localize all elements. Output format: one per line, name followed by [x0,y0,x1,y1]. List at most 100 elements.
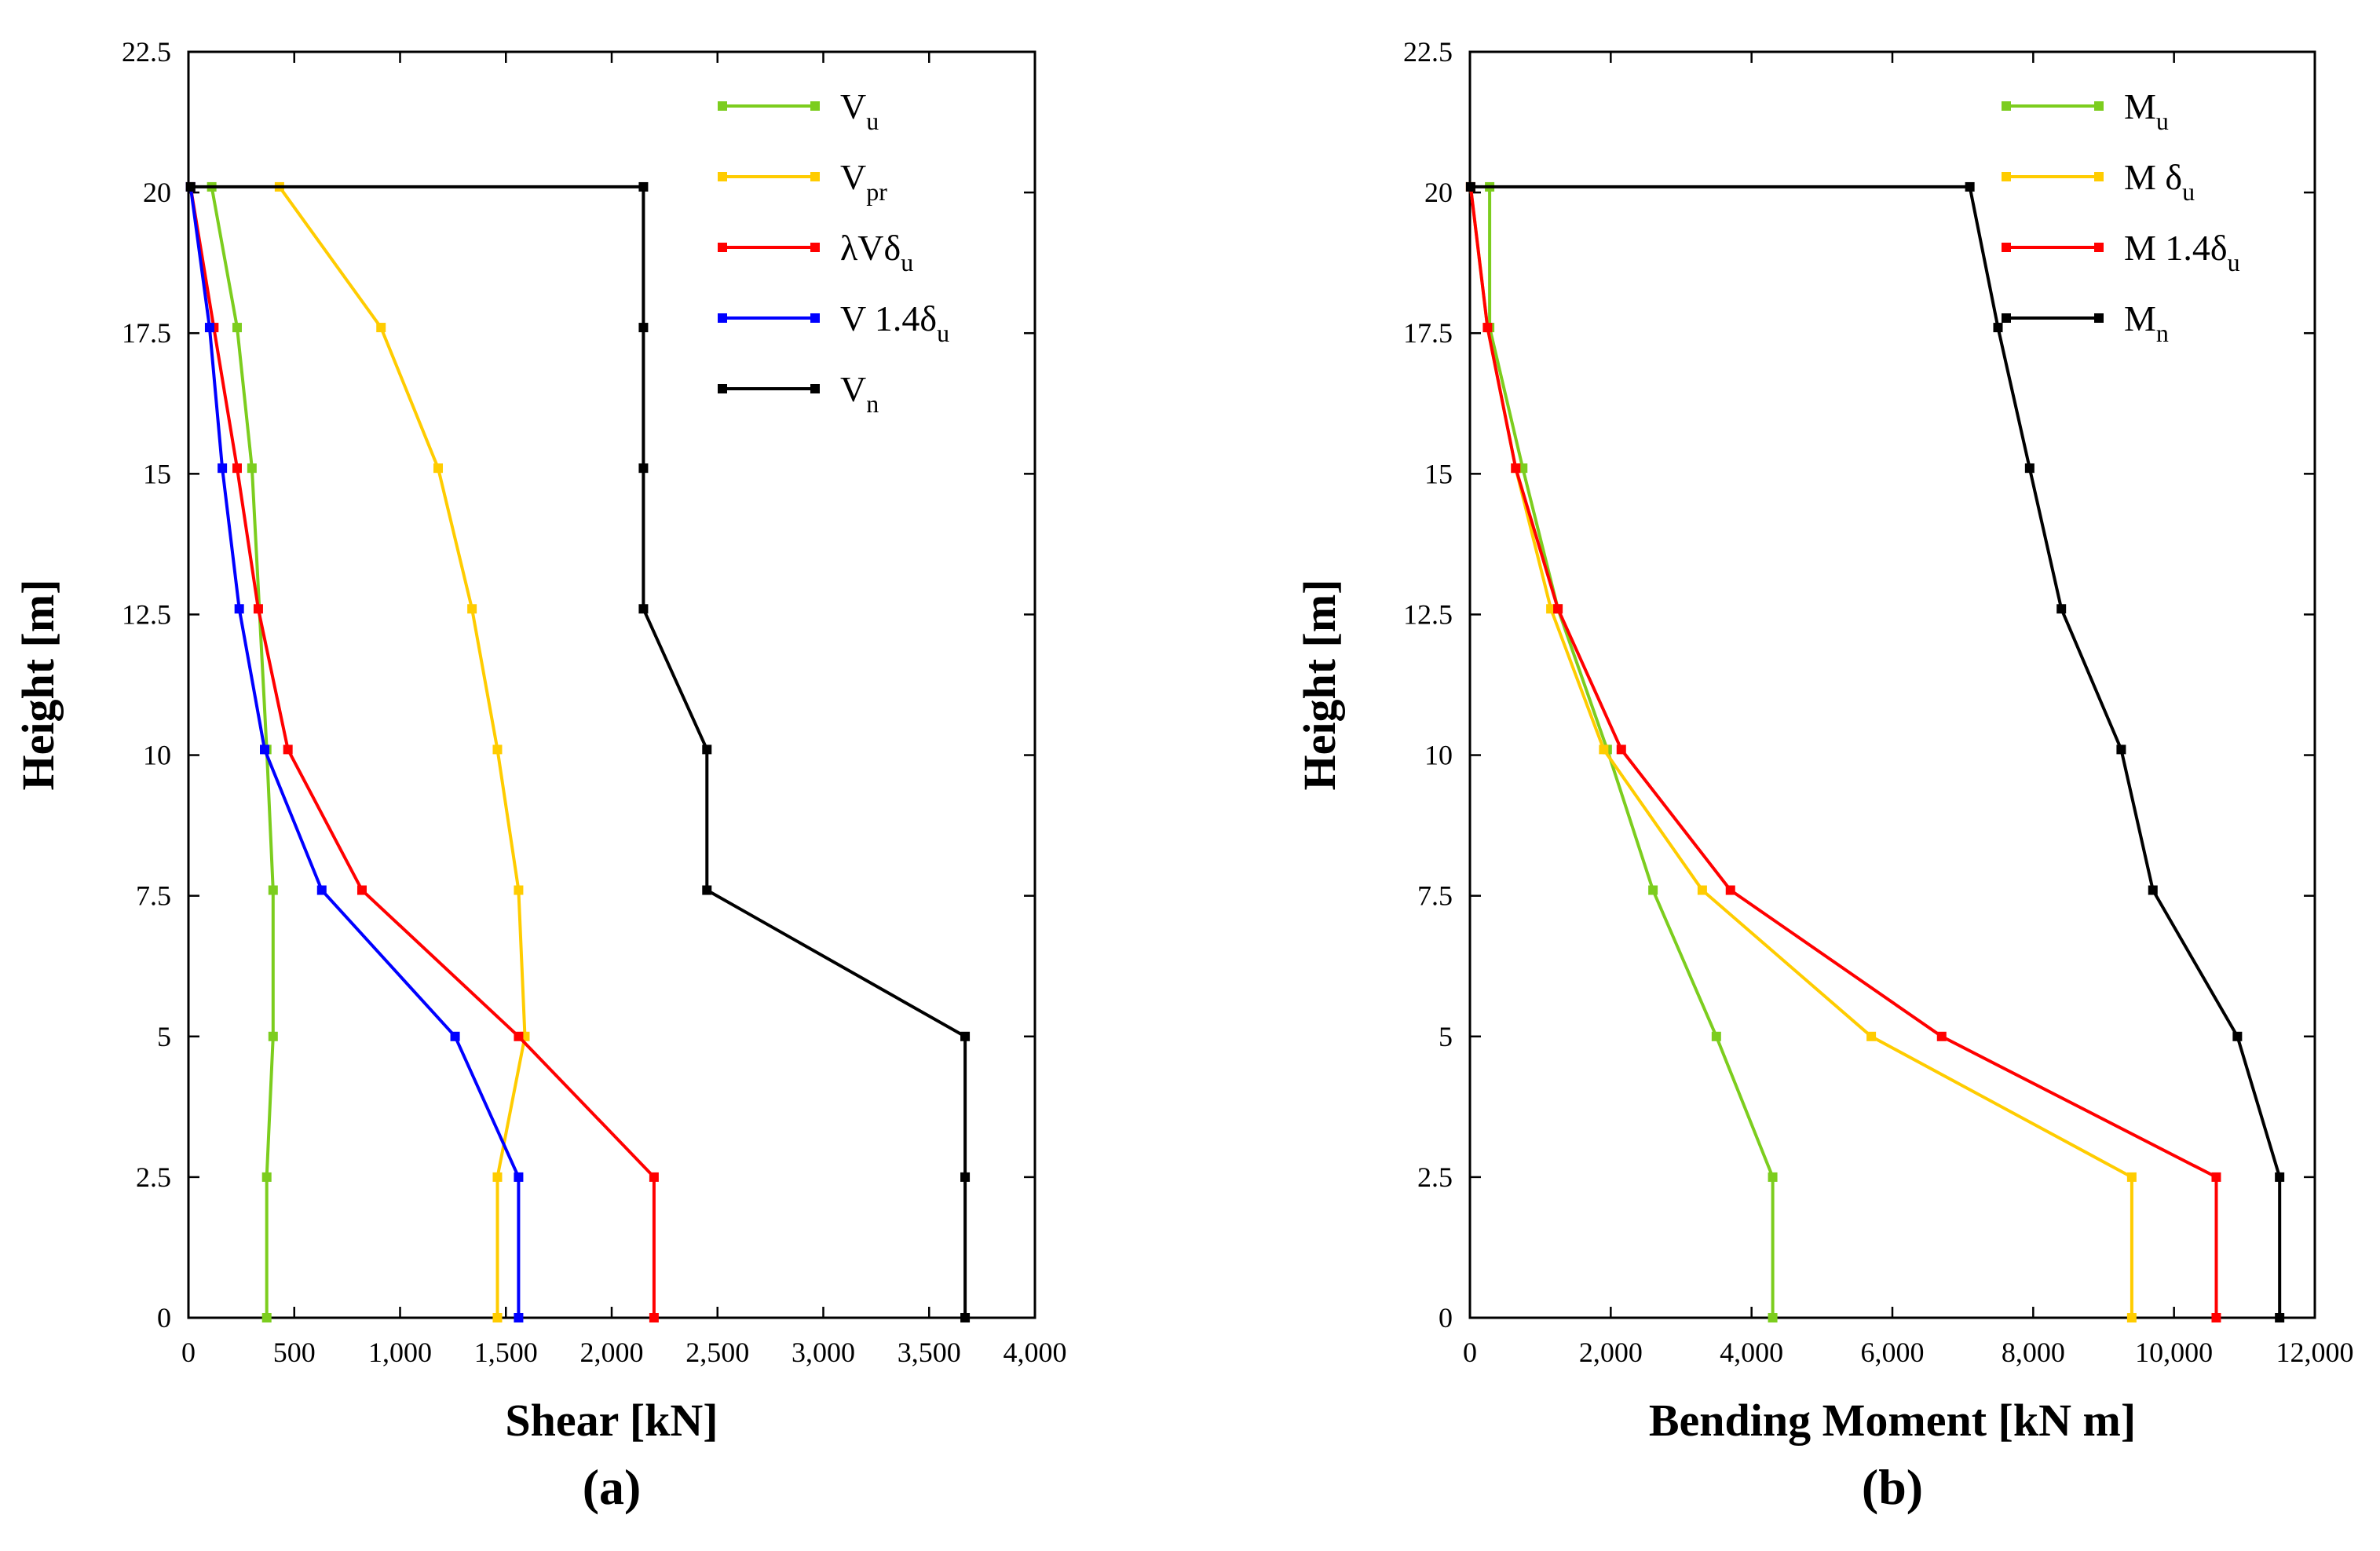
x-tick-label: 6,000 [1861,1337,1925,1368]
y-tick-label: 17.5 [122,317,171,349]
data-point [260,744,270,755]
data-point [514,1172,524,1182]
data-point [1553,604,1563,614]
legend-label-main: M δ [2124,157,2182,197]
data-point [1711,1031,1721,1041]
y-tick-label: 15 [143,458,171,489]
legend-label-subscript: u [2182,177,2195,206]
legend-label-subscript: u [937,319,949,347]
data-point [356,885,367,895]
legend-label-main: V [840,369,866,409]
y-tick-label: 20 [1424,177,1453,208]
data-point [514,1031,524,1041]
legend-label-main: V [840,86,866,126]
legend-swatch-marker [718,384,727,393]
x-axis-title: Shear [kN] [505,1395,718,1446]
data-point [234,604,244,614]
legend-swatch-marker [810,243,820,252]
x-tick-label: 12,000 [2276,1337,2354,1368]
y-tick-label: 20 [143,177,171,208]
data-point [2116,744,2126,755]
series-line-1 [1468,186,2133,1318]
x-tick-label: 3,000 [792,1337,855,1368]
chart-panel-b: 0 2,000 4,000 6,000 8,000 10,000 12,000 0 2.5 5 7.… [1294,36,2354,1515]
series-line-4 [190,185,967,1318]
legend-label-main: M 1.4δ [2124,228,2228,268]
data-point [702,885,712,895]
data-point [638,323,649,333]
x-tick-label: 2,000 [580,1337,644,1368]
data-point [960,1313,971,1322]
y-tick-label: 2.5 [136,1161,171,1193]
data-point [2275,1172,2285,1182]
x-tick-label: 10,000 [2135,1337,2213,1368]
data-point [1648,885,1658,895]
data-point [1936,1031,1947,1041]
data-point [2211,1313,2221,1322]
data-point [1616,744,1626,755]
data-point [316,885,327,895]
series-line-3 [1470,185,2282,1318]
x-tick-label: 1,500 [474,1337,538,1368]
series-line-1 [278,185,527,1318]
legend-label-subscript: n [866,390,879,418]
legend-label-main: M [2124,298,2156,338]
data-point [638,463,649,474]
data-point [185,181,196,192]
legend-swatch-marker [810,313,820,323]
panel-label: (a) [583,1459,642,1515]
data-point [960,1172,971,1182]
data-point [1725,885,1735,895]
y-tick-label: 2.5 [1417,1161,1453,1193]
x-tick-label: 0 [1463,1337,1477,1368]
x-tick-label: 3,500 [898,1337,961,1368]
data-point [2056,604,2067,614]
y-tick-label: 0 [157,1302,171,1333]
legend-label-main: V 1.4δ [840,298,937,338]
data-point [702,744,712,755]
legend-label-subscript: u [2228,248,2240,276]
y-tick-label: 0 [1439,1302,1453,1333]
y-tick-label: 15 [1424,458,1453,489]
y-axis-title: Height [m] [1294,580,1345,791]
legend-label: Mu [2124,86,2169,135]
legend-swatch-marker [810,384,820,393]
data-point [492,1313,503,1322]
x-tick-label: 0 [181,1337,196,1368]
legend-label: λVδu [840,228,913,276]
data-point [253,604,263,614]
y-tick-label: 12.5 [1403,598,1453,630]
data-point [1768,1313,1778,1322]
data-point [1965,181,1975,192]
data-point [261,1172,272,1182]
y-tick-label: 22.5 [122,36,171,68]
legend-swatch-marker [2094,101,2104,111]
data-point [1599,744,1609,755]
data-point [232,323,242,333]
legend-label-main: M [2124,86,2156,126]
data-point [1697,885,1707,895]
x-tick-label: 500 [273,1337,316,1368]
x-tick-label: 4,000 [1004,1337,1067,1368]
data-point [960,1031,971,1041]
legend-label-subscript: u [866,107,879,135]
plot-frame [187,50,1036,1319]
data-point [514,885,524,895]
data-point [1866,1031,1877,1041]
x-tick-label: 4,000 [1720,1337,1783,1368]
data-point [376,323,386,333]
legend-label: Vn [840,369,879,418]
legend-label: Mn [2124,298,2169,347]
legend-label: Vu [840,86,879,135]
legend-swatch-marker [2094,172,2104,181]
legend-label: M 1.4δu [2124,228,2240,276]
y-tick-label: 5 [157,1021,171,1052]
legend-swatch-marker [2002,313,2011,323]
data-point [1768,1172,1778,1182]
legend-label-subscript: pr [866,177,887,206]
y-tick-label: 17.5 [1403,317,1453,349]
panel-label: (b) [1862,1459,1923,1515]
legend-label: M δu [2124,157,2195,206]
data-point [649,1313,659,1322]
